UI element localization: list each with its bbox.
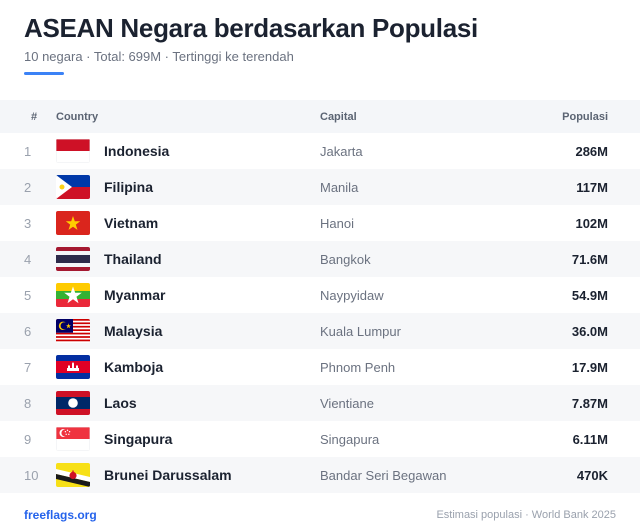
freeflags-link[interactable]: freeflags.org (24, 508, 97, 522)
country-name: Thailand (104, 251, 162, 267)
rank: 4 (24, 251, 32, 267)
page-header: ASEAN Negara berdasarkan Populasi 10 neg… (24, 12, 616, 75)
country-name: Singapura (104, 431, 173, 447)
accent-underline (24, 72, 64, 75)
population-value: 117M (576, 179, 608, 195)
cambodia-flag (56, 355, 90, 379)
table-row: 10 Brunei Darussalam Bandar Seri Begawan… (0, 457, 640, 493)
capital-name: Manila (320, 179, 359, 195)
population-value: 54.9M (571, 287, 608, 303)
population-value: 7.87M (571, 395, 608, 411)
table-row: 7 Kamboja Phnom Penh 17.9M (0, 349, 640, 385)
population-value: 36.0M (571, 323, 608, 339)
population-value: 17.9M (571, 359, 608, 375)
capital-name: Vientiane (320, 395, 374, 411)
population-value: 6.11M (572, 431, 608, 447)
capital-name: Jakarta (320, 143, 363, 159)
table-row: 5 Myanmar Naypyidaw 54.9M (0, 277, 640, 313)
rank: 3 (24, 215, 32, 231)
malaysia-flag (56, 319, 90, 343)
rank: 7 (24, 359, 32, 375)
country-name: Indonesia (104, 143, 170, 159)
country-name: Filipina (104, 179, 153, 195)
country-name: Vietnam (104, 215, 159, 231)
rank: 2 (24, 179, 32, 195)
myanmar-flag (56, 283, 90, 307)
capital-name: Bangkok (320, 251, 371, 267)
table-row: 3 Vietnam Hanoi 102M (0, 205, 640, 241)
population-value: 286M (575, 143, 608, 159)
page-title: ASEAN Negara berdasarkan Populasi (24, 13, 478, 43)
population-value: 71.6M (571, 251, 608, 267)
rank: 9 (24, 431, 32, 447)
population-value: 470K (576, 467, 608, 483)
column-header-population: Populasi (562, 110, 608, 123)
singapore-flag (56, 427, 90, 451)
thailand-flag (56, 247, 90, 271)
population-value: 102M (575, 215, 608, 231)
table-row: 6 Malaysia Kuala Lumpur 36.0M (0, 313, 640, 349)
philippines-flag (56, 175, 90, 199)
country-name: Brunei Darussalam (104, 467, 232, 483)
rank: 6 (24, 323, 32, 339)
country-name: Kamboja (104, 359, 164, 375)
laos-flag (56, 391, 90, 415)
population-table: # Country Capital Populasi 1 Indonesia J… (0, 100, 640, 493)
rank: 5 (24, 287, 32, 303)
indonesia-flag (56, 139, 90, 163)
capital-name: Bandar Seri Begawan (320, 467, 447, 483)
brunei-flag (56, 463, 90, 487)
rank: 1 (24, 143, 32, 159)
country-name: Malaysia (104, 323, 163, 339)
table-row: 2 Filipina Manila 117M (0, 169, 640, 205)
table-row: 9 Singapura Singapura 6.11M (0, 421, 640, 457)
source-note: Estimasi populasi · World Bank 2025 (436, 509, 616, 521)
column-header-rank: # (31, 110, 38, 123)
capital-name: Kuala Lumpur (320, 323, 401, 339)
table-header: # Country Capital Populasi (0, 100, 640, 133)
rank: 10 (24, 467, 39, 483)
country-name: Laos (104, 395, 137, 411)
table-row: 4 Thailand Bangkok 71.6M (0, 241, 640, 277)
page-subtitle: 10 negara · Total: 699M · Tertinggi ke t… (24, 49, 294, 64)
capital-name: Naypyidaw (320, 287, 384, 303)
table-row: 1 Indonesia Jakarta 286M (0, 133, 640, 169)
capital-name: Hanoi (320, 215, 354, 231)
page-footer: freeflags.org Estimasi populasi · World … (24, 508, 616, 522)
country-name: Myanmar (104, 287, 166, 303)
column-header-capital: Capital (320, 110, 357, 123)
column-header-country: Country (56, 110, 99, 123)
table-row: 8 Laos Vientiane 7.87M (0, 385, 640, 421)
capital-name: Phnom Penh (320, 359, 396, 375)
capital-name: Singapura (320, 431, 380, 447)
vietnam-flag (56, 211, 90, 235)
rank: 8 (24, 395, 32, 411)
